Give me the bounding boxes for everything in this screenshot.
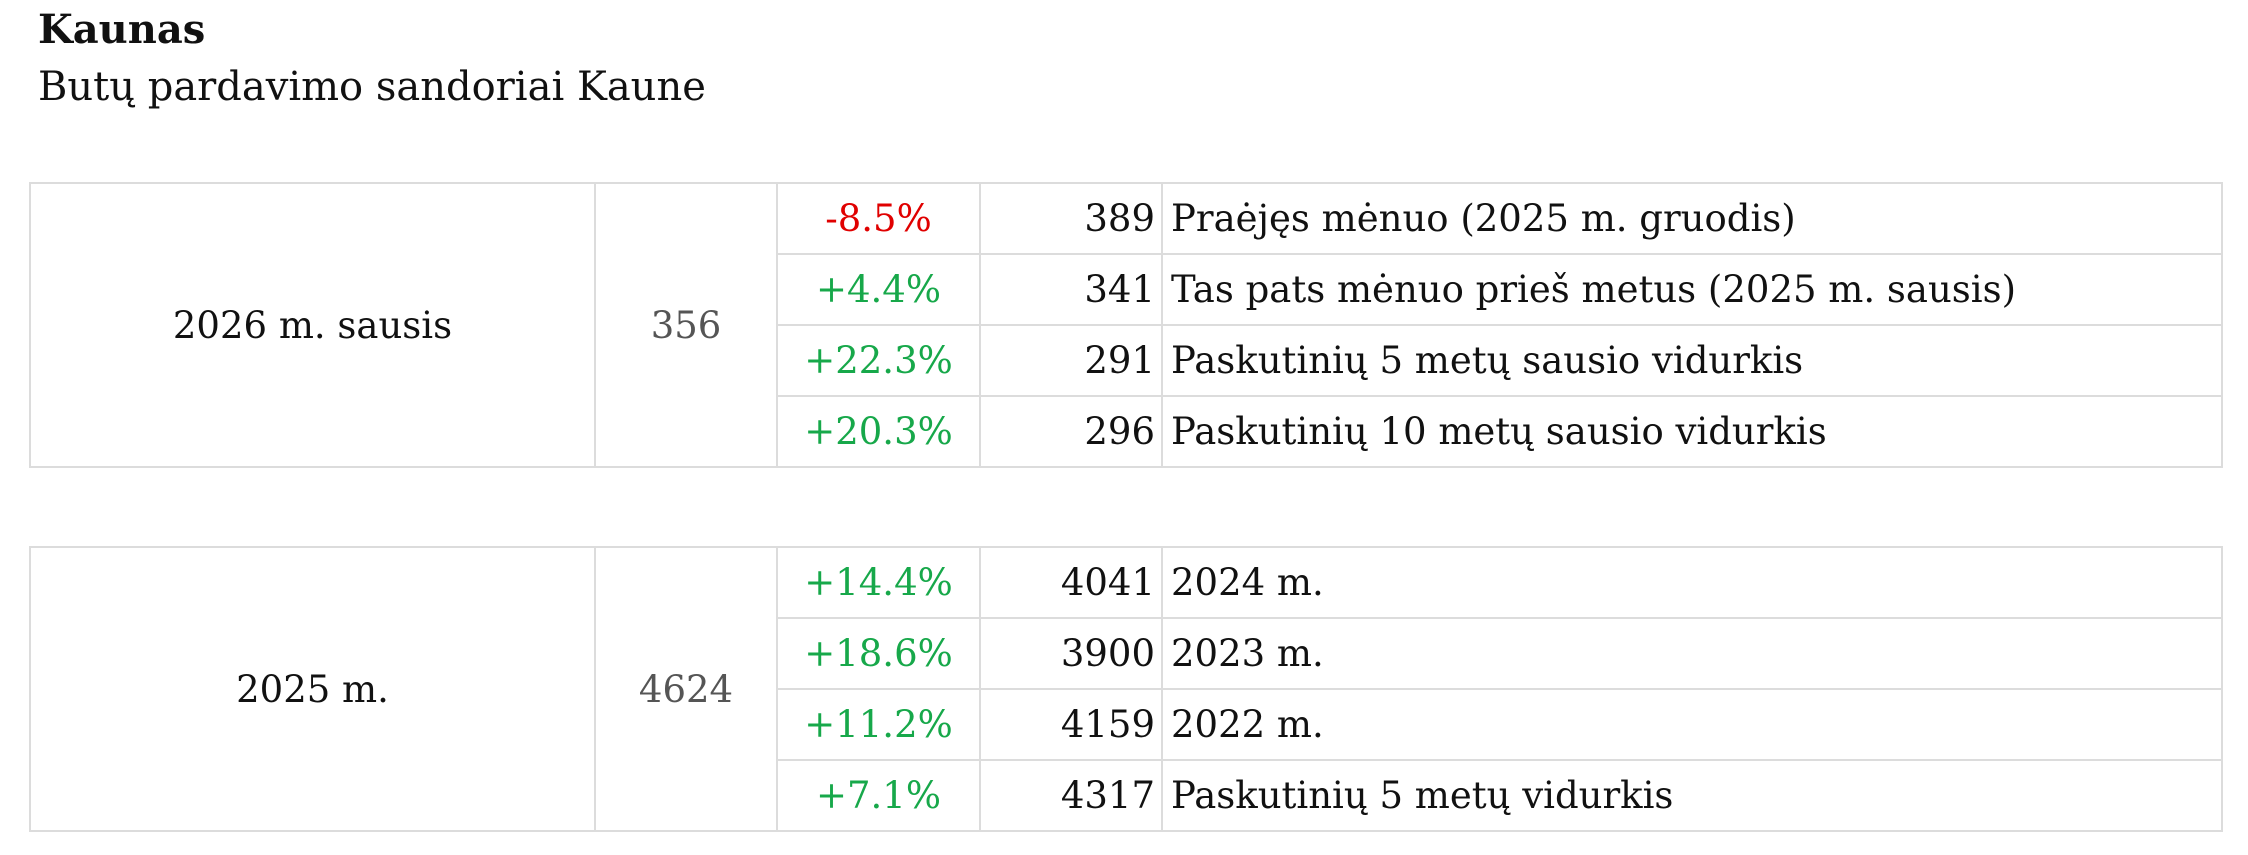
total-cell: 356 [594, 182, 778, 468]
summary-table: 2026 m. sausis 356 -8.5% 389 Praėjęs mėnuo (… [29, 182, 2223, 468]
count-cell: 389 [979, 182, 1163, 255]
period-cell: 2025 m. [29, 546, 596, 832]
change-cell: +22.3% [776, 324, 981, 397]
table-row: +22.3% 291 Paskutinių 5 metų sausio vidurk… [30, 324, 2223, 397]
count-cell: 296 [979, 395, 1163, 468]
total-cell: 4624 [594, 546, 778, 832]
change-cell: +11.2% [776, 688, 981, 761]
table-row: 2026 m. sausis 356 -8.5% 389 Praėjęs mėnuo (… [29, 182, 2223, 468]
count-cell: 3900 [979, 617, 1163, 690]
change-cell: +14.4% [776, 546, 981, 619]
subtitle: Butų pardavimo sandoriai Kaune [38, 64, 706, 110]
count-cell: 4041 [979, 546, 1163, 619]
label-cell: 2024 m. [1161, 546, 2223, 619]
change-cell: +20.3% [776, 395, 981, 468]
label-cell: Praėjęs mėnuo (2025 m. gruodis) [1161, 182, 2223, 255]
table-row: +18.6% 3900 2023 m. [30, 617, 2223, 690]
change-cell: +4.4% [776, 253, 981, 326]
label-cell: Tas pats mėnuo prieš metus (2025 m. saus… [1161, 253, 2223, 326]
count-cell: 4317 [979, 759, 1163, 832]
label-cell: Paskutinių 10 metų sausio vidurkis [1161, 395, 2223, 468]
change-cell: +18.6% [776, 617, 981, 690]
count-cell: 4159 [979, 688, 1163, 761]
table-row: +20.3% 296 Paskutinių 10 metų sausio vidur… [30, 395, 2223, 468]
table-row: 2025 m. 4624 +14.4% 4041 2024 m. [29, 546, 2223, 832]
table-row: +4.4% 341 Tas pats mėnuo prieš metus (2025… [30, 253, 2223, 326]
label-cell: Paskutinių 5 metų sausio vidurkis [1161, 324, 2223, 397]
summary-table: 2025 m. 4624 +14.4% 4041 2024 m. +18.6% 3900 20… [29, 546, 2223, 832]
label-cell: Paskutinių 5 metų vidurkis [1161, 759, 2223, 832]
label-cell: 2022 m. [1161, 688, 2223, 761]
change-cell: -8.5% [776, 182, 981, 255]
count-cell: 291 [979, 324, 1163, 397]
count-cell: 341 [979, 253, 1163, 326]
table-row: +7.1% 4317 Paskutinių 5 metų vidurkis [30, 759, 2223, 832]
change-cell: +7.1% [776, 759, 981, 832]
table-row: +11.2% 4159 2022 m. [30, 688, 2223, 761]
title: Kaunas [38, 6, 206, 53]
label-cell: 2023 m. [1161, 617, 2223, 690]
period-cell: 2026 m. sausis [29, 182, 596, 468]
